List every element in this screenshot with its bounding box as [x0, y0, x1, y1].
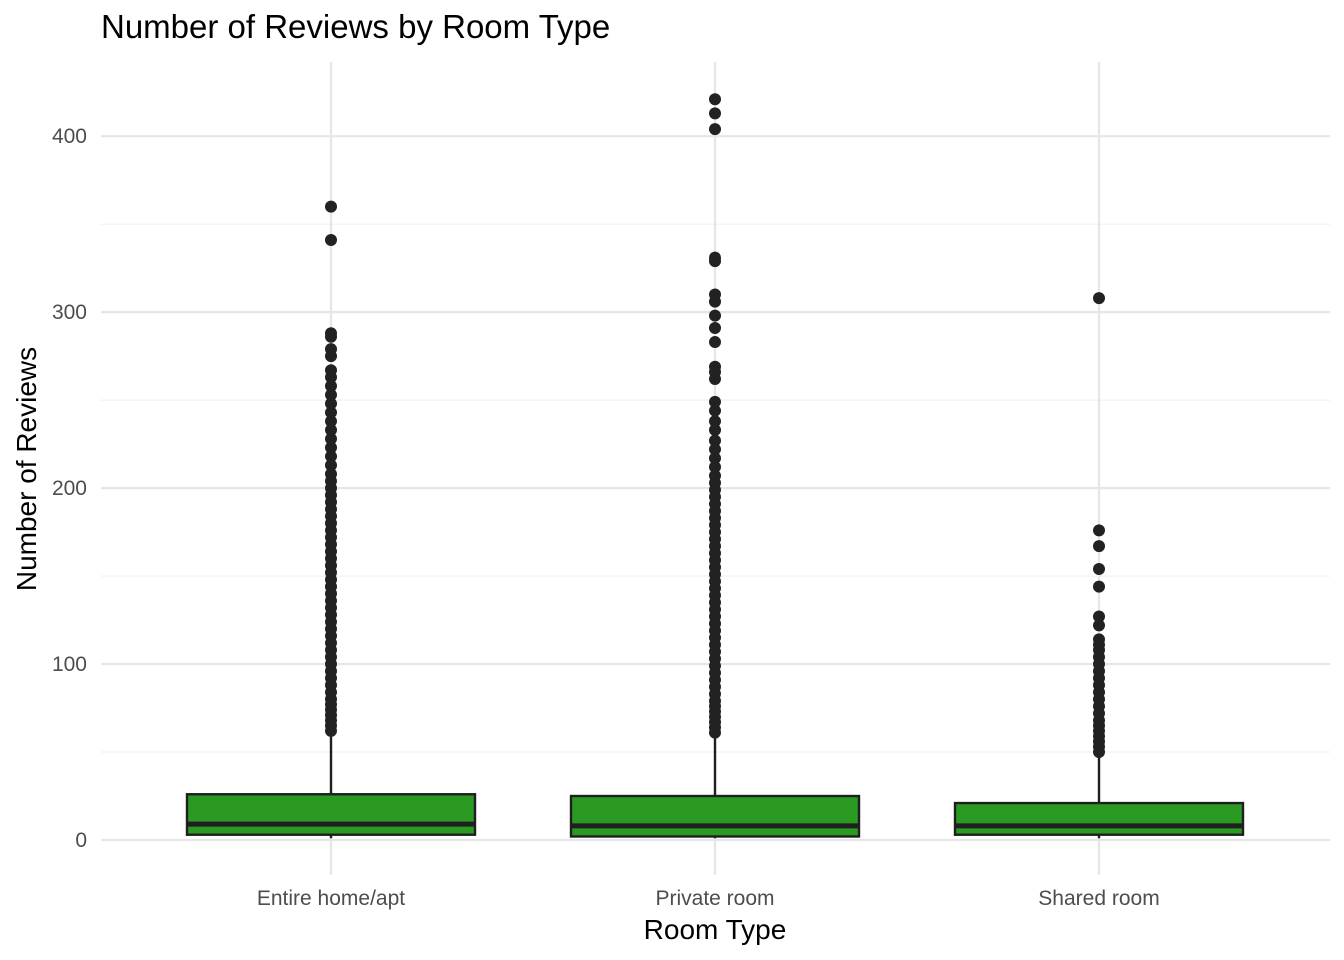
outlier-point [1093, 540, 1105, 553]
outlier-point [709, 404, 721, 417]
y-tick-label: 200 [52, 477, 87, 500]
outlier-point [709, 360, 721, 373]
outlier-point [325, 327, 337, 340]
box-private-room [569, 93, 861, 839]
outlier-point [1093, 619, 1105, 632]
outlier-point [325, 441, 337, 454]
box-entire-home-apt [185, 200, 477, 839]
outlier-point [1093, 610, 1105, 623]
x-tick-label: Private room [655, 887, 774, 910]
outlier-point [709, 395, 721, 408]
outlier-point [325, 415, 337, 428]
outlier-point [325, 343, 337, 356]
box-iqr [953, 801, 1245, 836]
outlier-point [709, 469, 721, 482]
box-iqr [569, 794, 861, 838]
outlier-point [325, 200, 337, 213]
y-tick-label: 0 [75, 829, 87, 852]
outlier-point [325, 406, 337, 419]
outlier-point [709, 251, 721, 264]
chart-title: Number of Reviews by Room Type [101, 8, 610, 45]
outlier-point [325, 364, 337, 377]
outlier-point [709, 460, 721, 473]
y-tick-label: 100 [52, 653, 87, 676]
outlier-point [709, 93, 721, 106]
outlier-point [325, 397, 337, 410]
outlier-point [709, 336, 721, 349]
y-axis-title: Number of Reviews [11, 347, 42, 591]
box-iqr [185, 793, 477, 836]
outlier-point [709, 434, 721, 447]
y-axis-ticks: 0 100 200 300 400 [52, 125, 87, 852]
outlier-point [709, 452, 721, 465]
outlier-point [1093, 580, 1105, 593]
y-tick-label: 400 [52, 125, 87, 148]
outlier-point [325, 459, 337, 472]
outlier-point [709, 321, 721, 334]
x-tick-label: Entire home/apt [257, 887, 405, 910]
outlier-point [709, 309, 721, 322]
x-tick-label: Shared room [1038, 887, 1159, 910]
outlier-point [709, 123, 721, 136]
outlier-point [325, 468, 337, 481]
outlier-point [709, 288, 721, 301]
outlier-point [1093, 563, 1105, 576]
outlier-point [325, 424, 337, 437]
outlier-point [325, 432, 337, 445]
outlier-point [325, 380, 337, 393]
outlier-point [1093, 633, 1105, 646]
outlier-point [1093, 292, 1105, 305]
y-tick-label: 300 [52, 301, 87, 324]
x-axis-ticks: Entire home/apt Private room Shared room [257, 887, 1160, 910]
box-shared-room [953, 292, 1245, 839]
outlier-point [709, 107, 721, 120]
outlier-point [325, 234, 337, 247]
outlier-point [709, 415, 721, 428]
box-series [185, 93, 1245, 839]
outlier-point [1093, 524, 1105, 537]
outlier-point [709, 424, 721, 437]
outlier-point [325, 388, 337, 401]
x-axis-title: Room Type [644, 914, 787, 945]
outlier-point [709, 443, 721, 456]
outlier-point [325, 450, 337, 463]
